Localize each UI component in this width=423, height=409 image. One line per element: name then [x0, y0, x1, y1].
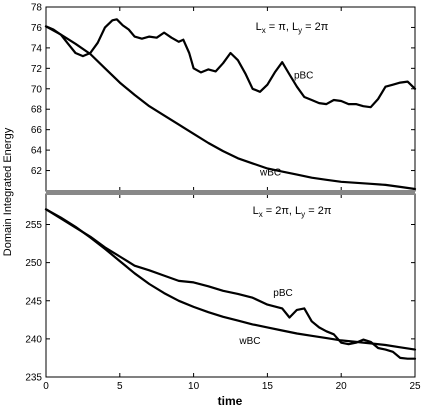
top-panel-tick-labels: 62 64 66 68 70 72 74 76 78 — [31, 3, 43, 178]
bottom-panel-curves — [44, 208, 417, 360]
top-y-tick-label: 78 — [31, 3, 43, 14]
top-y-tick-label: 72 — [31, 64, 43, 75]
top-y-tick-label: 76 — [31, 23, 43, 34]
top-panel-title: Lx = π, Ly = 2π — [256, 21, 329, 35]
bottom-y-tick-label: 240 — [25, 334, 42, 345]
top-y-tick-label: 66 — [31, 125, 43, 136]
x-axis-label: time — [218, 394, 243, 408]
top-pbc-label: pBC — [294, 71, 313, 82]
top-y-tick-label: 62 — [31, 166, 43, 177]
bottom-panel-frame — [45, 193, 416, 378]
top-wbc-curve — [44, 25, 417, 191]
top-wbc-label: wBC — [259, 168, 281, 179]
bottom-y-tick-label: 245 — [25, 296, 42, 307]
top-y-tick-label: 74 — [31, 43, 43, 54]
bottom-wbc-curve — [44, 208, 417, 351]
bottom-x-tick-label: 15 — [262, 381, 274, 392]
top-panel: 62 64 66 68 70 72 74 76 78 Lx = π, Ly = 2π pBC wB… — [31, 3, 417, 192]
top-pbc-curve — [44, 18, 417, 109]
bottom-pbc-label: pBC — [273, 288, 292, 299]
top-panel-series-labels: pBC wBC — [259, 71, 313, 179]
bottom-y-tick-label: 255 — [25, 220, 42, 231]
bottom-pbc-curve — [44, 208, 417, 360]
bottom-panel-tick-labels: 235 240 245 250 255 0 5 10 15 20 25 — [25, 220, 421, 392]
bottom-panel: 235 240 245 250 255 0 5 10 15 20 25 Lx = 2π, Ly = … — [25, 193, 421, 392]
top-y-tick-label: 64 — [31, 146, 43, 157]
panel-divider — [46, 190, 415, 195]
bottom-panel-ticks — [45, 194, 416, 378]
bottom-x-tick-label: 25 — [409, 381, 421, 392]
y-axis-label: Domain Integrated Energy — [2, 127, 14, 256]
top-panel-curves — [44, 18, 417, 191]
bottom-x-tick-label: 20 — [336, 381, 348, 392]
top-y-tick-label: 68 — [31, 105, 43, 116]
bottom-y-tick-label: 250 — [25, 258, 42, 269]
bottom-x-tick-label: 10 — [188, 381, 200, 392]
top-y-tick-label: 70 — [31, 84, 43, 95]
bottom-y-tick-label: 235 — [25, 373, 42, 384]
bottom-x-tick-label: 5 — [117, 381, 123, 392]
bottom-panel-title: Lx = 2π, Ly = 2π — [253, 205, 332, 219]
bottom-wbc-label: wBC — [238, 336, 260, 347]
bottom-panel-series-labels: pBC wBC — [238, 288, 292, 347]
bottom-x-tick-label: 0 — [43, 381, 49, 392]
